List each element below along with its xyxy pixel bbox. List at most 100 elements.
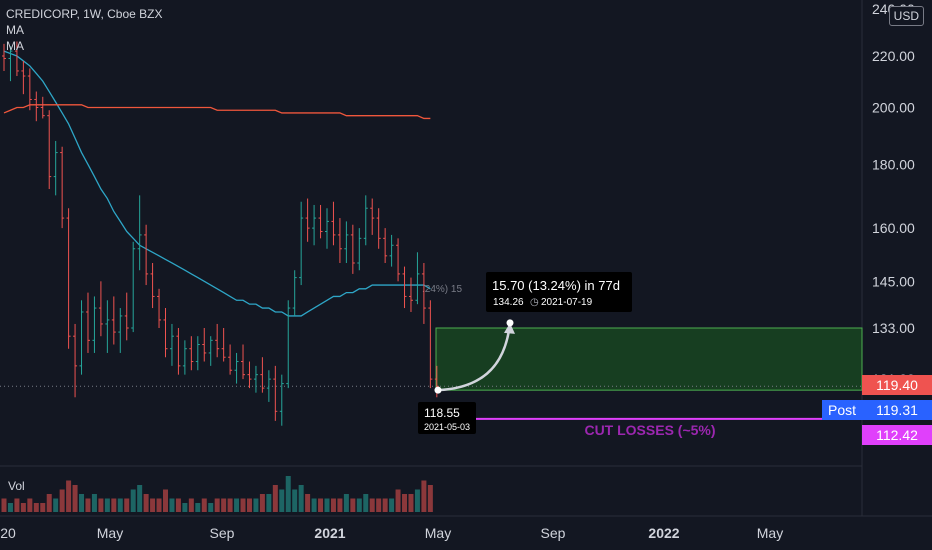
volume-bar (330, 498, 336, 512)
volume-bar (305, 494, 311, 512)
measure-arrowhead (504, 322, 515, 334)
volume-bar (221, 498, 227, 512)
volume-bar (40, 503, 46, 512)
volume-bar (201, 498, 207, 512)
volume-bar (72, 485, 78, 512)
measure-start-dot (434, 386, 442, 394)
volume-bar (227, 498, 233, 512)
x-tick-label: 2022 (648, 525, 679, 541)
volume-bar (53, 498, 59, 512)
volume-bar (27, 498, 33, 512)
volume-bar (318, 498, 324, 512)
volume-bar (266, 494, 272, 512)
volume-bar (343, 494, 349, 512)
clock-icon: ◷ (530, 297, 539, 308)
volume-bar (427, 485, 433, 512)
currency-button[interactable]: USD (888, 6, 924, 26)
volume-bar (389, 498, 395, 512)
cut-losses-label: CUT LOSSES (~5%) (584, 422, 715, 438)
measure-label-main: 15.70 (13.24%) in 77d (492, 278, 620, 293)
measure-label-price: 134.26 (493, 297, 524, 308)
volume-bar (369, 498, 375, 512)
volume-bar (285, 476, 291, 512)
volume-bar (395, 489, 401, 512)
volume-bar (182, 503, 188, 512)
post-price-tag: 119.31 (862, 400, 932, 420)
volume-bar (253, 498, 259, 512)
volume-bar (150, 498, 156, 512)
volume-label: Vol (8, 479, 25, 493)
volume-bar (85, 498, 91, 512)
volume-bar (20, 503, 26, 512)
volume-bar (421, 480, 427, 512)
volume-bar (246, 498, 252, 512)
volume-bar (408, 494, 414, 512)
ma-value-label: .24%) 15 (422, 284, 462, 295)
volume-bar (169, 498, 175, 512)
volume-bar (350, 498, 356, 512)
start-label-box (418, 402, 476, 434)
stop-loss-tag: 112.42 (862, 425, 932, 445)
volume-bar (234, 498, 240, 512)
ma-red-line (3, 104, 431, 120)
volume-bar (272, 485, 278, 512)
post-button[interactable]: Post (822, 400, 862, 420)
volume-bar (298, 485, 304, 512)
y-tick-label: 133.00 (872, 320, 915, 336)
start-label-date: 2021-05-03 (424, 422, 470, 432)
chart-legend: CREDICORP, 1W, Cboe BZX MA MA (6, 6, 163, 54)
volume-bar (337, 498, 343, 512)
volume-bar (130, 489, 136, 512)
ma-blue-line (3, 50, 431, 317)
x-tick-label: 20 (0, 525, 16, 541)
volume-bar (79, 494, 85, 512)
x-tick-label: May (425, 525, 451, 541)
volume-bar (175, 498, 181, 512)
volume-bar (402, 494, 408, 512)
measure-arrow (437, 322, 512, 392)
y-tick-label: 145.00 (872, 273, 915, 289)
volume-bar (382, 498, 388, 512)
y-tick-label: 180.00 (872, 156, 915, 172)
volume-bar (324, 498, 330, 512)
volume-bar (117, 498, 123, 512)
volume-bar (279, 489, 285, 512)
volume-bar (356, 498, 362, 512)
symbol-title: CREDICORP, 1W, Cboe BZX (6, 7, 163, 21)
volume-bar (46, 494, 52, 512)
volume-bar (98, 498, 104, 512)
volume-bar (292, 489, 298, 512)
ma-label-1: MA (6, 23, 24, 37)
volume-bar (33, 503, 39, 512)
x-tick-label: Sep (541, 525, 566, 541)
last-price-tag: 119.40 (862, 375, 932, 395)
volume-bar (111, 498, 117, 512)
x-tick-label: May (757, 525, 783, 541)
volume-bar (188, 498, 194, 512)
ma-label-2: MA (6, 39, 24, 53)
volume-bar (143, 494, 149, 512)
volume-bar (240, 498, 246, 512)
measure-label-date: 2021-07-19 (541, 297, 593, 308)
volume-bar (91, 494, 97, 512)
measure-label-box (486, 272, 632, 312)
volume-bar (7, 503, 13, 512)
volume-bar (208, 503, 214, 512)
x-tick-label: Sep (210, 525, 235, 541)
volume-bar (163, 489, 168, 512)
y-tick-label: 200.00 (872, 100, 915, 116)
y-tick-label: 220.00 (872, 48, 915, 64)
volume-bar (124, 498, 130, 512)
measure-end-dot (506, 319, 514, 327)
volume-bar (195, 503, 201, 512)
volume-bar (414, 489, 420, 512)
volume-bar (259, 494, 265, 512)
y-tick-label: 160.00 (872, 220, 915, 236)
volume-bar (214, 498, 220, 512)
volume-bar (14, 498, 20, 512)
volume-bar (59, 489, 65, 512)
volume-bar (376, 498, 382, 512)
volume-bar (363, 494, 369, 512)
x-tick-label: 2021 (314, 525, 345, 541)
